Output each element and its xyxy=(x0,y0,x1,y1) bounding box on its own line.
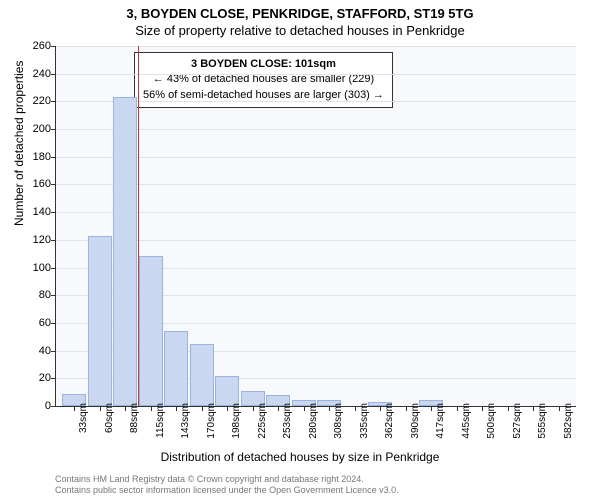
xtick-label: 88sqm xyxy=(129,403,140,433)
xtick xyxy=(355,406,356,411)
histogram-bar xyxy=(139,256,163,406)
ytick-label: 220 xyxy=(21,95,51,107)
ytick xyxy=(51,295,56,296)
gridline xyxy=(56,46,576,47)
xtick-label: 60sqm xyxy=(104,403,115,433)
xtick xyxy=(482,406,483,411)
ytick xyxy=(51,240,56,241)
xtick-label: 33sqm xyxy=(78,403,89,433)
xtick xyxy=(227,406,228,411)
histogram-bar xyxy=(164,331,188,406)
xtick xyxy=(278,406,279,411)
ytick-label: 180 xyxy=(21,151,51,163)
xtick xyxy=(431,406,432,411)
ytick-label: 240 xyxy=(21,68,51,80)
ytick xyxy=(51,323,56,324)
footer-line-1: Contains HM Land Registry data © Crown c… xyxy=(55,474,399,485)
xtick-label: 500sqm xyxy=(486,403,497,439)
ytick-label: 40 xyxy=(21,345,51,357)
xtick xyxy=(533,406,534,411)
xtick-label: 198sqm xyxy=(231,403,242,439)
xtick-label: 308sqm xyxy=(333,403,344,439)
ytick-label: 260 xyxy=(21,40,51,52)
histogram-bar xyxy=(215,376,239,406)
page-title: 3, BOYDEN CLOSE, PENKRIDGE, STAFFORD, ST… xyxy=(0,0,600,21)
ytick-label: 140 xyxy=(21,206,51,218)
xtick xyxy=(100,406,101,411)
annotation-title: 3 BOYDEN CLOSE: 101sqm xyxy=(143,57,384,72)
annotation-box: 3 BOYDEN CLOSE: 101sqm ← 43% of detached… xyxy=(134,52,393,108)
xtick-label: 225sqm xyxy=(257,403,268,439)
ytick xyxy=(51,46,56,47)
histogram-bar xyxy=(88,236,112,406)
ytick-label: 200 xyxy=(21,123,51,135)
xtick-label: 253sqm xyxy=(282,403,293,439)
histogram-bar xyxy=(113,97,137,406)
xtick-label: 335sqm xyxy=(359,403,370,439)
ytick-label: 100 xyxy=(21,262,51,274)
xtick-label: 555sqm xyxy=(537,403,548,439)
xtick xyxy=(151,406,152,411)
ytick xyxy=(51,212,56,213)
histogram-plot: 3 BOYDEN CLOSE: 101sqm ← 43% of detached… xyxy=(55,46,576,407)
chart-area: 3 BOYDEN CLOSE: 101sqm ← 43% of detached… xyxy=(55,46,575,406)
xtick-label: 280sqm xyxy=(308,403,319,439)
xtick xyxy=(406,406,407,411)
xtick-label: 115sqm xyxy=(155,403,166,438)
ytick xyxy=(51,378,56,379)
ytick xyxy=(51,74,56,75)
reference-line xyxy=(138,46,139,406)
xtick-label: 362sqm xyxy=(384,403,395,439)
xtick xyxy=(253,406,254,411)
xtick-label: 143sqm xyxy=(180,403,191,439)
xtick-label: 417sqm xyxy=(435,403,446,439)
ytick xyxy=(51,101,56,102)
ytick xyxy=(51,129,56,130)
xtick-label: 582sqm xyxy=(563,403,574,439)
xtick xyxy=(202,406,203,411)
ytick-label: 60 xyxy=(21,317,51,329)
ytick xyxy=(51,351,56,352)
annotation-line-1: ← 43% of detached houses are smaller (22… xyxy=(143,72,384,87)
ytick xyxy=(51,157,56,158)
xtick xyxy=(125,406,126,411)
gridline xyxy=(56,74,576,75)
ytick-label: 80 xyxy=(21,289,51,301)
footer-attribution: Contains HM Land Registry data © Crown c… xyxy=(55,474,399,496)
ytick-label: 160 xyxy=(21,178,51,190)
ytick xyxy=(51,184,56,185)
page-subtitle: Size of property relative to detached ho… xyxy=(0,21,600,38)
ytick xyxy=(51,406,56,407)
xtick-label: 445sqm xyxy=(461,403,472,439)
y-axis-label: Number of detached properties xyxy=(12,61,26,226)
xtick xyxy=(329,406,330,411)
xtick-label: 390sqm xyxy=(410,403,421,439)
xtick xyxy=(380,406,381,411)
xtick xyxy=(176,406,177,411)
x-axis-label: Distribution of detached houses by size … xyxy=(0,450,600,464)
xtick xyxy=(74,406,75,411)
ytick xyxy=(51,268,56,269)
footer-line-2: Contains public sector information licen… xyxy=(55,485,399,496)
histogram-bar xyxy=(190,344,214,406)
xtick xyxy=(304,406,305,411)
xtick xyxy=(457,406,458,411)
ytick-label: 20 xyxy=(21,372,51,384)
xtick-label: 527sqm xyxy=(512,403,523,439)
ytick-label: 0 xyxy=(21,400,51,412)
xtick xyxy=(559,406,560,411)
xtick xyxy=(508,406,509,411)
ytick-label: 120 xyxy=(21,234,51,246)
xtick-label: 170sqm xyxy=(206,403,217,439)
